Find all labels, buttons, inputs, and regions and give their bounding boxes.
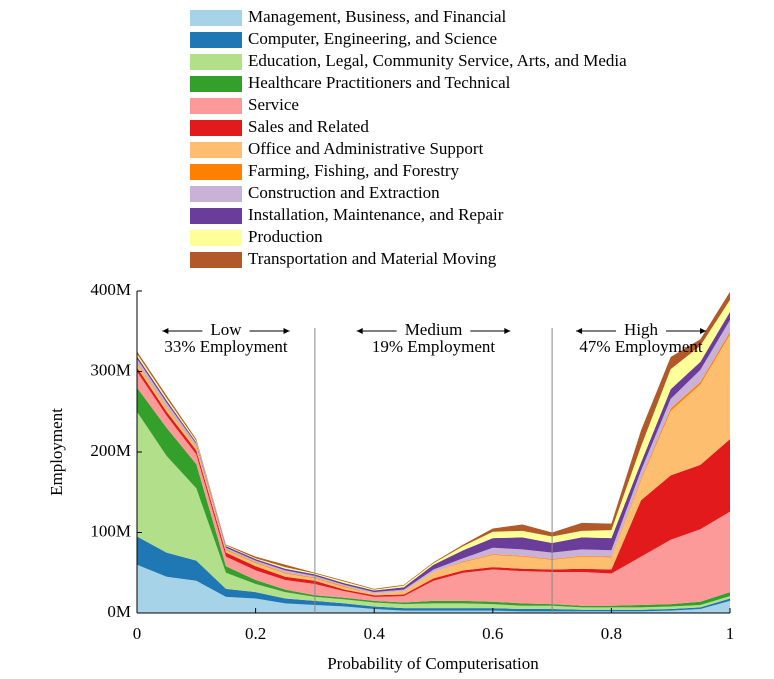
x-tick-label: 0.4 [364,624,386,643]
region-share: 47% Employment [579,337,703,356]
area [137,371,730,606]
legend-swatch [190,142,242,158]
region-label: High [624,320,659,339]
y-tick-label: 400M [90,280,131,299]
legend-swatch [190,10,242,26]
legend-label: Production [248,227,323,246]
legend-label: Service [248,95,299,114]
arrow-head [283,328,290,334]
x-tick-label: 0.2 [245,624,266,643]
x-tick-label: 0 [133,624,142,643]
arrow-head [162,328,169,334]
legend-swatch [190,32,242,48]
y-axis-title: Employment [47,408,66,496]
region-label: Medium [405,320,463,339]
arrow-head [700,328,707,334]
legend-label: Healthcare Practitioners and Technical [248,73,511,92]
legend-swatch [190,208,242,224]
arrow-head [356,328,363,334]
arrow-head [504,328,511,334]
legend-swatch [190,98,242,114]
legend-label: Office and Administrative Support [248,139,484,158]
area [137,564,730,613]
legend-label: Construction and Extraction [248,183,440,202]
x-tick-label: 0.6 [482,624,503,643]
legend-label: Management, Business, and Financial [248,7,507,26]
arrow-head [576,328,583,334]
y-tick-label: 0M [107,602,131,621]
x-tick-label: 0.8 [601,624,622,643]
legend-label: Farming, Fishing, and Forestry [248,161,460,180]
legend-label: Transportation and Material Moving [248,249,497,268]
legend-label: Computer, Engineering, and Science [248,29,497,48]
region-share: 19% Employment [372,337,496,356]
x-axis-title: Probability of Computerisation [327,654,539,673]
y-tick-label: 100M [90,521,131,540]
legend-swatch [190,76,242,92]
region-share: 33% Employment [164,337,288,356]
legend-swatch [190,54,242,70]
y-tick-label: 300M [90,360,131,379]
y-tick-label: 200M [90,441,131,460]
legend-swatch [190,186,242,202]
x-tick-label: 1 [726,624,735,643]
legend-label: Education, Legal, Community Service, Art… [248,51,627,70]
legend-swatch [190,164,242,180]
legend-swatch [190,120,242,136]
legend-label: Sales and Related [248,117,369,136]
region-label: Low [210,320,242,339]
legend-label: Installation, Maintenance, and Repair [248,205,504,224]
legend-swatch [190,252,242,268]
legend-swatch [190,230,242,246]
